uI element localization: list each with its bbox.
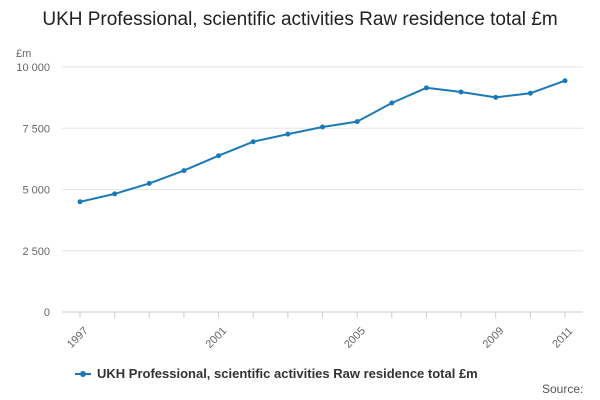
legend[interactable]: UKH Professional, scientific activities …	[75, 366, 478, 381]
legend-marker-icon	[75, 369, 91, 379]
y-tick-label: 0	[44, 307, 50, 319]
data-point	[493, 94, 499, 100]
data-point	[181, 168, 187, 174]
data-point	[77, 199, 83, 205]
x-tick-label: 2009	[481, 325, 507, 351]
data-point	[112, 191, 118, 197]
x-tick-label: 1997	[65, 325, 91, 351]
y-tick-label: 2 500	[22, 246, 50, 258]
data-point	[562, 78, 568, 84]
y-tick-label: 5 000	[22, 185, 50, 197]
y-axis-unit: £m	[16, 48, 31, 60]
data-point	[285, 131, 291, 137]
x-tick-label: 2001	[204, 325, 230, 351]
legend-label: UKH Professional, scientific activities …	[97, 366, 478, 381]
data-point	[216, 153, 222, 159]
data-point	[320, 124, 325, 130]
source-label: Source:	[542, 382, 584, 396]
chart-title: UKH Professional, scientific activities …	[42, 9, 558, 30]
data-point	[527, 90, 533, 96]
data-point	[146, 180, 152, 186]
data-point	[389, 100, 395, 106]
y-tick-label: 10 000	[16, 62, 50, 74]
x-tick-label: 2011	[550, 325, 575, 350]
data-point	[354, 119, 360, 125]
data-point	[458, 89, 464, 95]
data-point	[250, 139, 256, 145]
x-tick-label: 2005	[342, 325, 368, 351]
series-line	[79, 79, 566, 203]
y-tick-label: 7 500	[22, 123, 50, 135]
data-point	[423, 85, 429, 91]
